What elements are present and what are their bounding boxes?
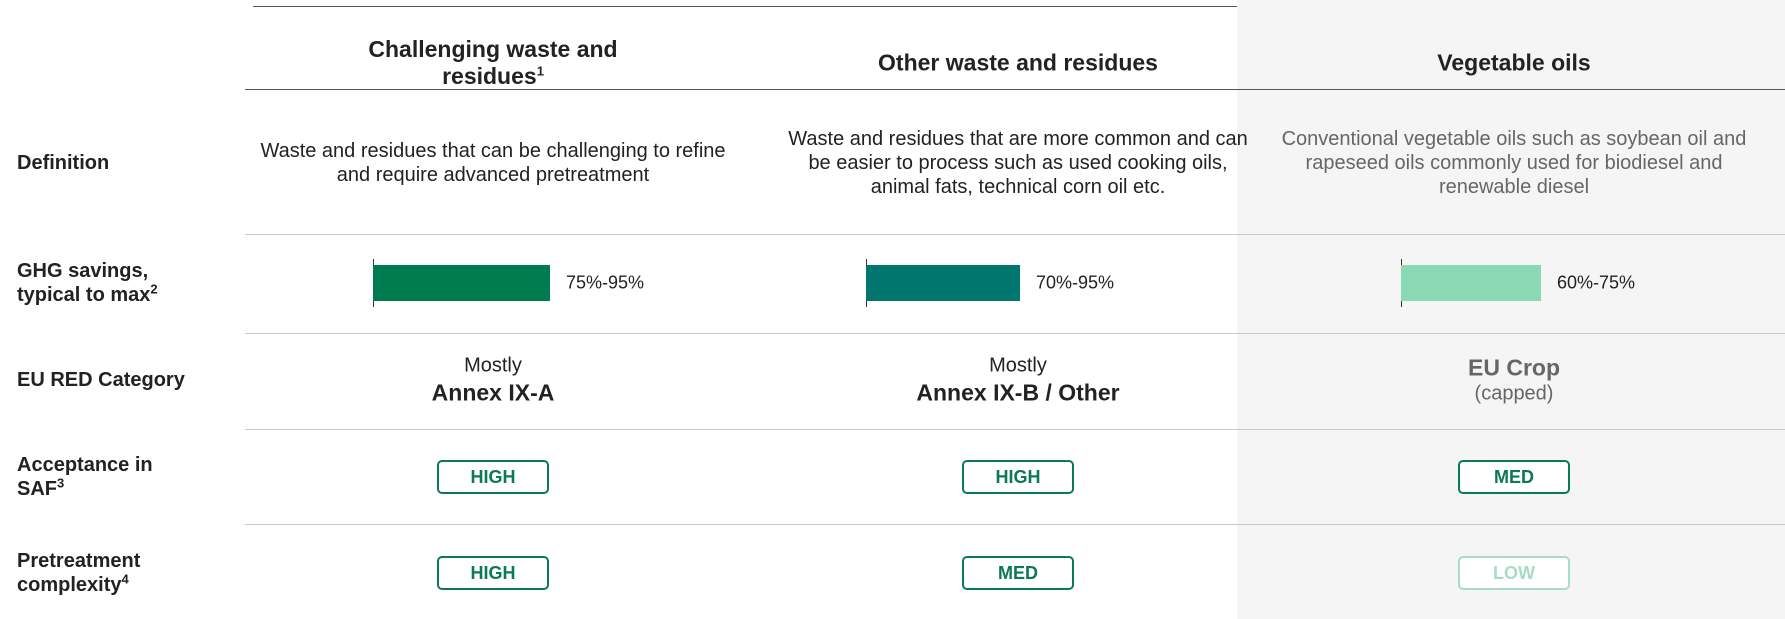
row-rule [245, 524, 1785, 525]
row-rule [245, 429, 1785, 430]
footnote-mark: 3 [57, 475, 65, 491]
complexity-badge: LOW [1458, 556, 1570, 590]
column-title-text: Vegetable oils [1437, 49, 1591, 76]
eu-red-category: EU Crop (capped) [1304, 354, 1724, 407]
column-title-text: Challenging waste and residues [368, 36, 618, 89]
ghg-bar [866, 265, 1020, 301]
complexity-badge: MED [962, 556, 1074, 590]
definition: Waste and residues that are more common … [788, 128, 1248, 198]
ghg-bar [373, 265, 550, 301]
column-title: Challenging waste and residues1 [358, 36, 628, 90]
eu-red-note: Mostly [464, 354, 522, 377]
row-label-text: Pretreatment complexity [17, 550, 141, 596]
column-title: Other waste and residues [808, 50, 1228, 77]
eu-red-main: Annex IX-B / Other [916, 379, 1120, 406]
eu-red-note: (capped) [1474, 382, 1554, 405]
row-label-text: Acceptance in SAF [17, 454, 153, 500]
definition: Conventional vegetable oils such as soyb… [1281, 128, 1747, 198]
ghg-label: 70%-95% [1036, 272, 1115, 293]
ghg-bar [1401, 265, 1541, 301]
footnote-mark: 1 [536, 63, 544, 79]
row-rule [245, 234, 1785, 235]
complexity-badge: HIGH [437, 556, 549, 590]
column-title-text: Other waste and residues [878, 49, 1158, 76]
ghg-label: 60%-75% [1557, 272, 1636, 293]
header-rule [245, 89, 1785, 90]
row-label: GHG savings, typical to max2 [17, 259, 187, 307]
ghg-label: 75%-95% [566, 272, 645, 293]
row-label: EU RED Category [17, 368, 187, 392]
row-label: Definition [17, 151, 187, 175]
column-title: Vegetable oils [1304, 50, 1724, 77]
row-label-text: Definition [17, 152, 110, 174]
row-label-text: EU RED Category [17, 369, 185, 391]
definition: Waste and residues that can be challengi… [260, 140, 726, 186]
row-rule [245, 333, 1785, 334]
footnote-mark: 2 [150, 281, 158, 297]
eu-red-main: EU Crop [1468, 354, 1560, 381]
top-rule [253, 6, 1237, 7]
footnote-mark: 4 [121, 571, 129, 587]
eu-red-main: Annex IX-A [431, 379, 555, 406]
row-label-text: GHG savings, typical to max [17, 260, 151, 306]
acceptance-badge: HIGH [962, 460, 1074, 494]
eu-red-category: Mostly Annex IX-A [283, 354, 703, 407]
row-label: Acceptance in SAF3 [17, 453, 187, 501]
eu-red-note: Mostly [989, 354, 1047, 377]
acceptance-badge: HIGH [437, 460, 549, 494]
highlight-column [1237, 0, 1785, 619]
acceptance-badge: MED [1458, 460, 1570, 494]
row-label: Pretreatment complexity4 [17, 549, 187, 597]
eu-red-category: Mostly Annex IX-B / Other [808, 354, 1228, 407]
